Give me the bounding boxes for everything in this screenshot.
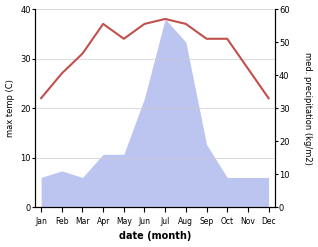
- Y-axis label: max temp (C): max temp (C): [5, 79, 15, 137]
- Y-axis label: med. precipitation (kg/m2): med. precipitation (kg/m2): [303, 52, 313, 165]
- X-axis label: date (month): date (month): [119, 231, 191, 242]
